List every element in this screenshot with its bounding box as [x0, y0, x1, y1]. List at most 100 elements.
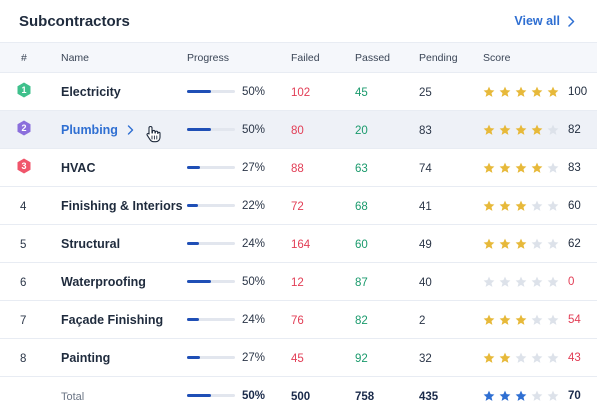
col-header-name[interactable]: Name [61, 42, 187, 73]
progress-fill [187, 204, 198, 207]
star-icon [499, 352, 511, 363]
row-name: Façade Finishing [61, 312, 164, 327]
star-icon [499, 86, 511, 97]
score-value: 54 [568, 313, 581, 326]
col-header-passed[interactable]: Passed [355, 42, 419, 73]
star-icon [531, 200, 543, 211]
star-icon [515, 124, 527, 135]
star-icon [483, 352, 495, 363]
total-score: 70 [568, 389, 581, 402]
pending-count: 74 [419, 162, 432, 175]
table-row[interactable]: 7 Façade Finishing 24% 76 82 2 54 [0, 300, 597, 339]
table-row[interactable]: 6 Waterproofing 50% 12 87 40 0 [0, 262, 597, 301]
passed-count: 87 [355, 276, 368, 289]
score-value: 62 [568, 237, 581, 250]
passed-count: 20 [355, 124, 368, 137]
card-title: Subcontractors [19, 12, 130, 30]
star-icon [483, 86, 495, 97]
score-value: 0 [568, 275, 575, 288]
failed-count: 80 [291, 124, 304, 137]
table-row[interactable]: 1 Electricity 50% 102 45 25 100 [0, 72, 597, 111]
pending-count: 83 [419, 124, 432, 137]
row-name-link[interactable]: Plumbing [61, 122, 118, 137]
star-icon [483, 238, 495, 249]
failed-count: 72 [291, 200, 304, 213]
view-all-link[interactable]: View all [514, 14, 575, 28]
total-failed: 500 [291, 390, 311, 403]
progress-bar [187, 356, 235, 359]
progress-fill [187, 90, 211, 93]
star-icon [515, 314, 527, 325]
star-icon [547, 162, 559, 173]
passed-count: 45 [355, 86, 368, 99]
score-value: 100 [568, 85, 588, 98]
failed-count: 45 [291, 352, 304, 365]
failed-count: 76 [291, 314, 304, 327]
progress-label: 50% [242, 123, 266, 136]
star-icon [547, 238, 559, 249]
star-icon [531, 162, 543, 173]
passed-count: 60 [355, 238, 368, 251]
col-header-progress[interactable]: Progress [187, 42, 291, 73]
star-icon [515, 162, 527, 173]
star-icon [531, 276, 543, 287]
progress-bar [187, 128, 235, 131]
col-header-failed[interactable]: Failed [291, 42, 355, 73]
progress-label: 27% [242, 351, 266, 364]
pending-count: 41 [419, 200, 432, 213]
progress-bar [187, 242, 235, 245]
star-icon [499, 124, 511, 135]
star-rating [483, 352, 567, 364]
row-index: 8 [20, 352, 27, 365]
table-row[interactable]: 3 HVAC 27% 88 63 74 83 [0, 148, 597, 187]
star-icon [483, 276, 495, 287]
row-index: 6 [20, 276, 27, 289]
row-name: Finishing & Interiors [61, 198, 183, 213]
subcontractors-table: # Name Progress Failed Passed Pending Sc… [0, 42, 597, 415]
score-value: 83 [568, 161, 581, 174]
star-icon [515, 390, 527, 401]
table-row[interactable]: 4 Finishing & Interiors 22% 72 68 41 60 [0, 186, 597, 225]
star-icon [483, 200, 495, 211]
progress-label: 27% [242, 161, 266, 174]
pending-count: 25 [419, 86, 432, 99]
star-icon [515, 276, 527, 287]
star-icon [547, 314, 559, 325]
progress-bar [187, 280, 235, 283]
progress-bar [187, 166, 235, 169]
failed-count: 12 [291, 276, 304, 289]
row-name: Painting [61, 350, 111, 365]
progress-fill [187, 128, 211, 131]
star-icon [531, 124, 543, 135]
star-rating [483, 238, 567, 250]
progress-bar [187, 394, 235, 398]
table-row[interactable]: 2 Plumbing 50% 80 20 83 82 [0, 110, 597, 149]
progress-fill [187, 242, 199, 245]
score-value: 82 [568, 123, 581, 136]
star-icon [547, 86, 559, 97]
progress-fill [187, 166, 200, 169]
col-header-pending[interactable]: Pending [419, 42, 483, 73]
progress-label: 50% [242, 389, 266, 402]
total-row: Total 50% 500 758 435 70 [0, 377, 597, 415]
star-icon [499, 276, 511, 287]
rank-badge: 3 [16, 158, 32, 174]
star-icon [547, 200, 559, 211]
pending-count: 40 [419, 276, 432, 289]
table-row[interactable]: 8 Painting 27% 45 92 32 43 [0, 338, 597, 377]
progress-label: 50% [242, 275, 266, 288]
progress-label: 50% [242, 85, 266, 98]
star-icon [499, 238, 511, 249]
star-rating [483, 86, 567, 98]
passed-count: 92 [355, 352, 368, 365]
star-rating [483, 124, 567, 136]
progress-fill [187, 394, 211, 398]
table-row[interactable]: 5 Structural 24% 164 60 49 62 [0, 224, 597, 263]
star-icon [515, 200, 527, 211]
rank-badge: 2 [16, 120, 32, 136]
pending-count: 49 [419, 238, 432, 251]
col-header-score[interactable]: Score [483, 42, 597, 73]
star-icon [515, 352, 527, 363]
table-header-row: # Name Progress Failed Passed Pending Sc… [0, 42, 597, 73]
